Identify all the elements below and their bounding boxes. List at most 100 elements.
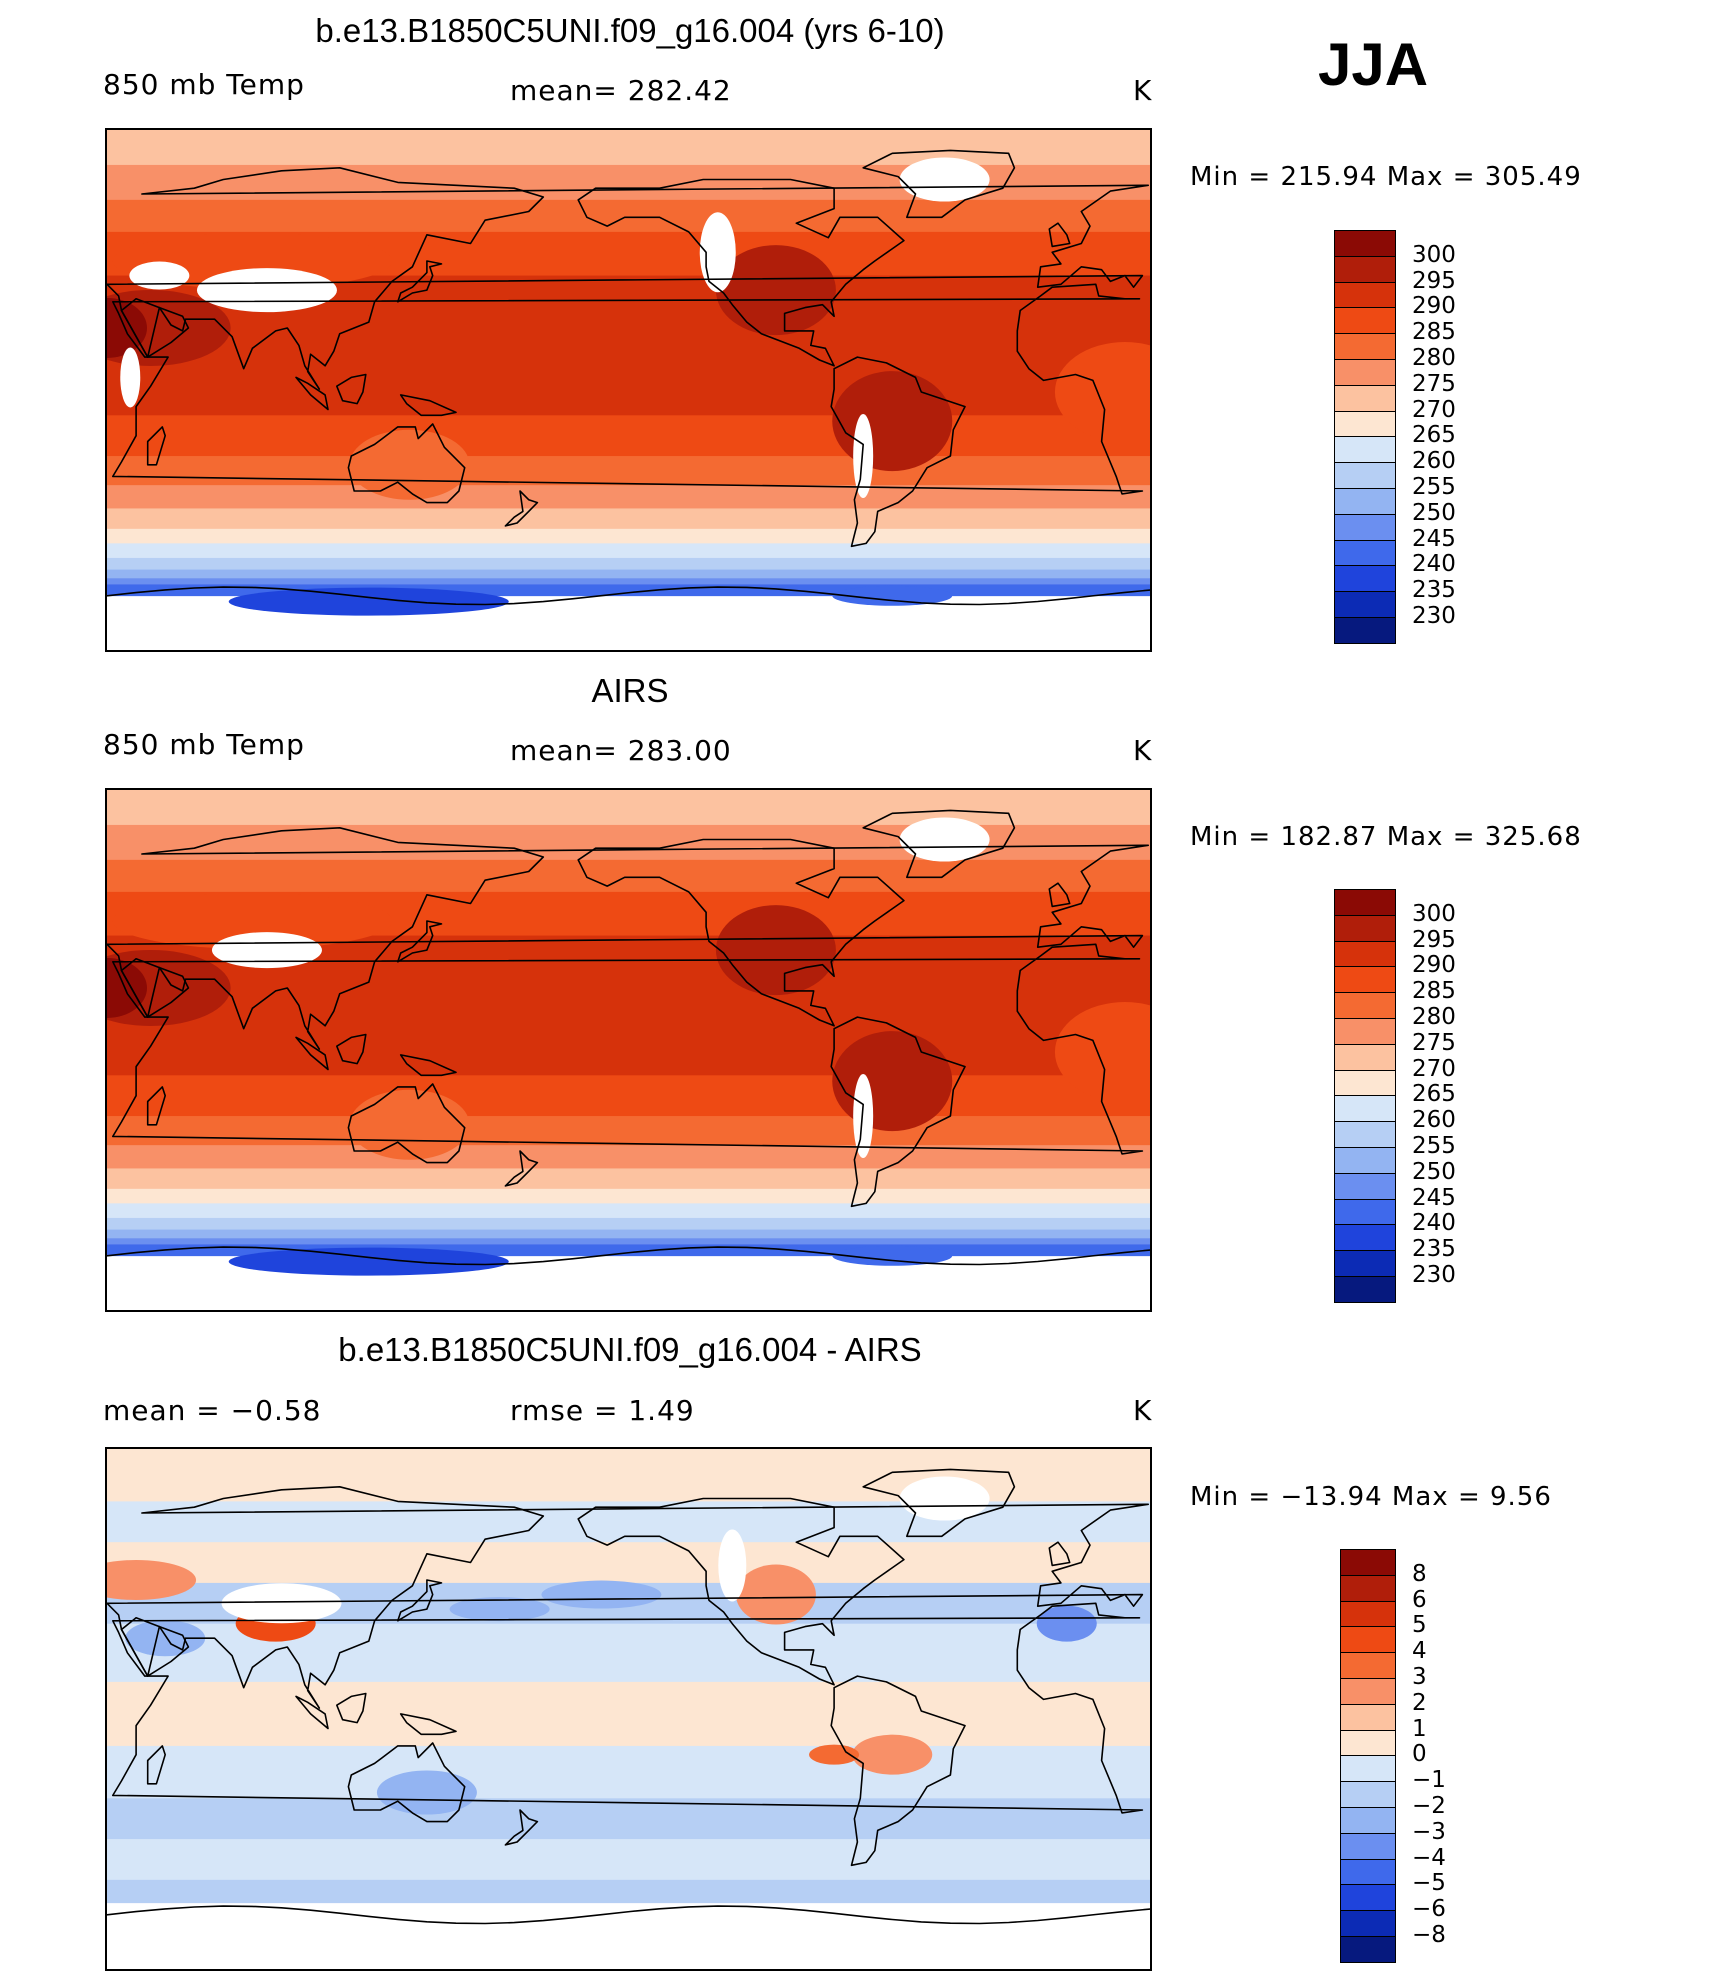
colorbar-swatch — [1340, 1884, 1396, 1912]
colorbar-label: 285 — [1412, 319, 1456, 346]
colorbar-label: 270 — [1412, 396, 1456, 423]
colorbar-swatch — [1334, 1224, 1396, 1252]
colorbar-label: 245 — [1412, 1184, 1456, 1211]
colorbar-swatch — [1340, 1703, 1396, 1732]
colorbar-label: 255 — [1412, 474, 1456, 500]
colorbar-swatch — [1340, 1781, 1396, 1809]
panel-obs-title: AIRS — [591, 672, 669, 709]
colorbar-label: 285 — [1412, 978, 1456, 1005]
colorbar-swatch — [1340, 1807, 1396, 1835]
colorbar-swatch — [1340, 1600, 1396, 1628]
colorbar-label: 235 — [1412, 577, 1456, 604]
colorbar-swatch — [1334, 488, 1396, 516]
colorbar-label: 2 — [1412, 1689, 1427, 1716]
colorbar-swatch — [1340, 1678, 1396, 1706]
colorbar-label: 270 — [1412, 1055, 1456, 1082]
colorbar-label: 240 — [1412, 1210, 1456, 1237]
colorbar-label: 245 — [1412, 525, 1456, 552]
colorbar-swatch — [1334, 1250, 1396, 1278]
colorbar-swatch — [1340, 1910, 1396, 1938]
colorbar-swatch — [1334, 1043, 1396, 1072]
season-label: JJA — [1318, 31, 1429, 98]
colorbar-label: −4 — [1412, 1844, 1446, 1871]
colorbar-swatch — [1334, 384, 1396, 413]
colorbar-label: 265 — [1412, 422, 1456, 449]
colorbar-label: 255 — [1412, 1133, 1456, 1159]
colorbar-swatch — [1334, 307, 1396, 335]
colorbar-swatch — [1334, 1147, 1396, 1175]
colorbar-label: 8 — [1412, 1560, 1427, 1587]
colorbar-label: −1 — [1412, 1767, 1446, 1794]
colorbar-label: 280 — [1412, 345, 1456, 371]
colorbar-swatch — [1334, 617, 1396, 645]
colorbar-swatch — [1334, 436, 1396, 464]
colorbar-swatch — [1334, 1198, 1396, 1226]
panel-diff-map — [105, 1447, 1152, 1971]
colorbar-swatch — [1334, 1172, 1396, 1201]
colorbar-label: 260 — [1412, 448, 1456, 475]
colorbar-swatch — [1334, 513, 1396, 542]
colorbar-swatch — [1334, 1069, 1396, 1097]
panel-model-title: b.e13.B1850C5UNI.f09_g16.004 (yrs 6-10) — [315, 12, 945, 49]
colorbar-label: 280 — [1412, 1004, 1456, 1030]
colorbar-label: −2 — [1412, 1793, 1446, 1819]
colorbar-label: −8 — [1412, 1922, 1446, 1948]
colorbar-label: −6 — [1412, 1896, 1446, 1923]
panel-diff-minmax: Min = −13.94 Max = 9.56 — [1190, 1482, 1552, 1512]
colorbar-label: 295 — [1412, 267, 1456, 294]
colorbar-swatch — [1340, 1755, 1396, 1783]
colorbar-swatch — [1334, 410, 1396, 438]
panel-model-units: K — [1133, 74, 1153, 107]
colorbar-swatch — [1334, 992, 1396, 1020]
panel-obs-units: K — [1133, 734, 1153, 767]
panel-diff-title: b.e13.B1850C5UNI.f09_g16.004 - AIRS — [338, 1331, 922, 1368]
colorbar-swatch — [1334, 255, 1396, 284]
colorbar-swatch — [1334, 230, 1396, 258]
colorbar-swatch — [1334, 1121, 1396, 1149]
colorbar-swatch — [1340, 1652, 1396, 1680]
colorbar-swatch — [1334, 359, 1396, 387]
panel-obs-variable: 850 mb Temp — [103, 728, 305, 761]
panel-obs-map — [105, 788, 1152, 1312]
colorbar-swatch — [1340, 1574, 1396, 1603]
colorbar-swatch — [1334, 281, 1396, 309]
colorbar-swatch — [1334, 940, 1396, 968]
colorbar-label: −5 — [1412, 1870, 1446, 1897]
colorbar-swatch — [1334, 1095, 1396, 1123]
colorbar-label: 275 — [1412, 1029, 1456, 1056]
colorbar-swatch — [1334, 539, 1396, 567]
panel-diff-rmse: rmse = 1.49 — [510, 1394, 695, 1427]
panel-obs-minmax: Min = 182.87 Max = 325.68 — [1190, 822, 1582, 852]
colorbar-label: 290 — [1412, 293, 1456, 320]
colorbar-label: 1 — [1412, 1715, 1427, 1742]
colorbar-label: −3 — [1412, 1818, 1446, 1845]
colorbar-swatch — [1334, 914, 1396, 943]
panel-diff-units: K — [1133, 1394, 1153, 1427]
colorbar-label: 290 — [1412, 952, 1456, 979]
colorbar-label: 0 — [1412, 1741, 1427, 1768]
panel-obs-mean: mean= 283.00 — [510, 734, 732, 767]
colorbar-swatch — [1340, 1832, 1396, 1861]
colorbar-label: 6 — [1412, 1586, 1427, 1613]
panel-model-variable: 850 mb Temp — [103, 68, 305, 101]
colorbar-swatch — [1340, 1858, 1396, 1886]
colorbar-swatch — [1340, 1936, 1396, 1964]
colorbar-label: 230 — [1412, 603, 1456, 629]
panel-diff-mean: mean = −0.58 — [103, 1394, 322, 1427]
colorbar-swatch — [1334, 1018, 1396, 1046]
colorbar-swatch — [1340, 1626, 1396, 1654]
colorbar-label: 240 — [1412, 551, 1456, 578]
colorbar-swatch — [1334, 889, 1396, 917]
panel-model-mean: mean= 282.42 — [510, 74, 732, 107]
colorbar-swatch — [1334, 966, 1396, 994]
colorbar-label: 230 — [1412, 1262, 1456, 1288]
colorbar-label: 300 — [1412, 900, 1456, 927]
colorbar-swatch — [1340, 1729, 1396, 1757]
colorbar-label: 265 — [1412, 1081, 1456, 1108]
colorbar-swatch — [1340, 1549, 1396, 1577]
colorbar-label: 4 — [1412, 1638, 1427, 1665]
colorbar-swatch — [1334, 565, 1396, 593]
colorbar-label: 300 — [1412, 241, 1456, 268]
colorbar-swatch — [1334, 333, 1396, 361]
colorbar-swatch — [1334, 591, 1396, 619]
